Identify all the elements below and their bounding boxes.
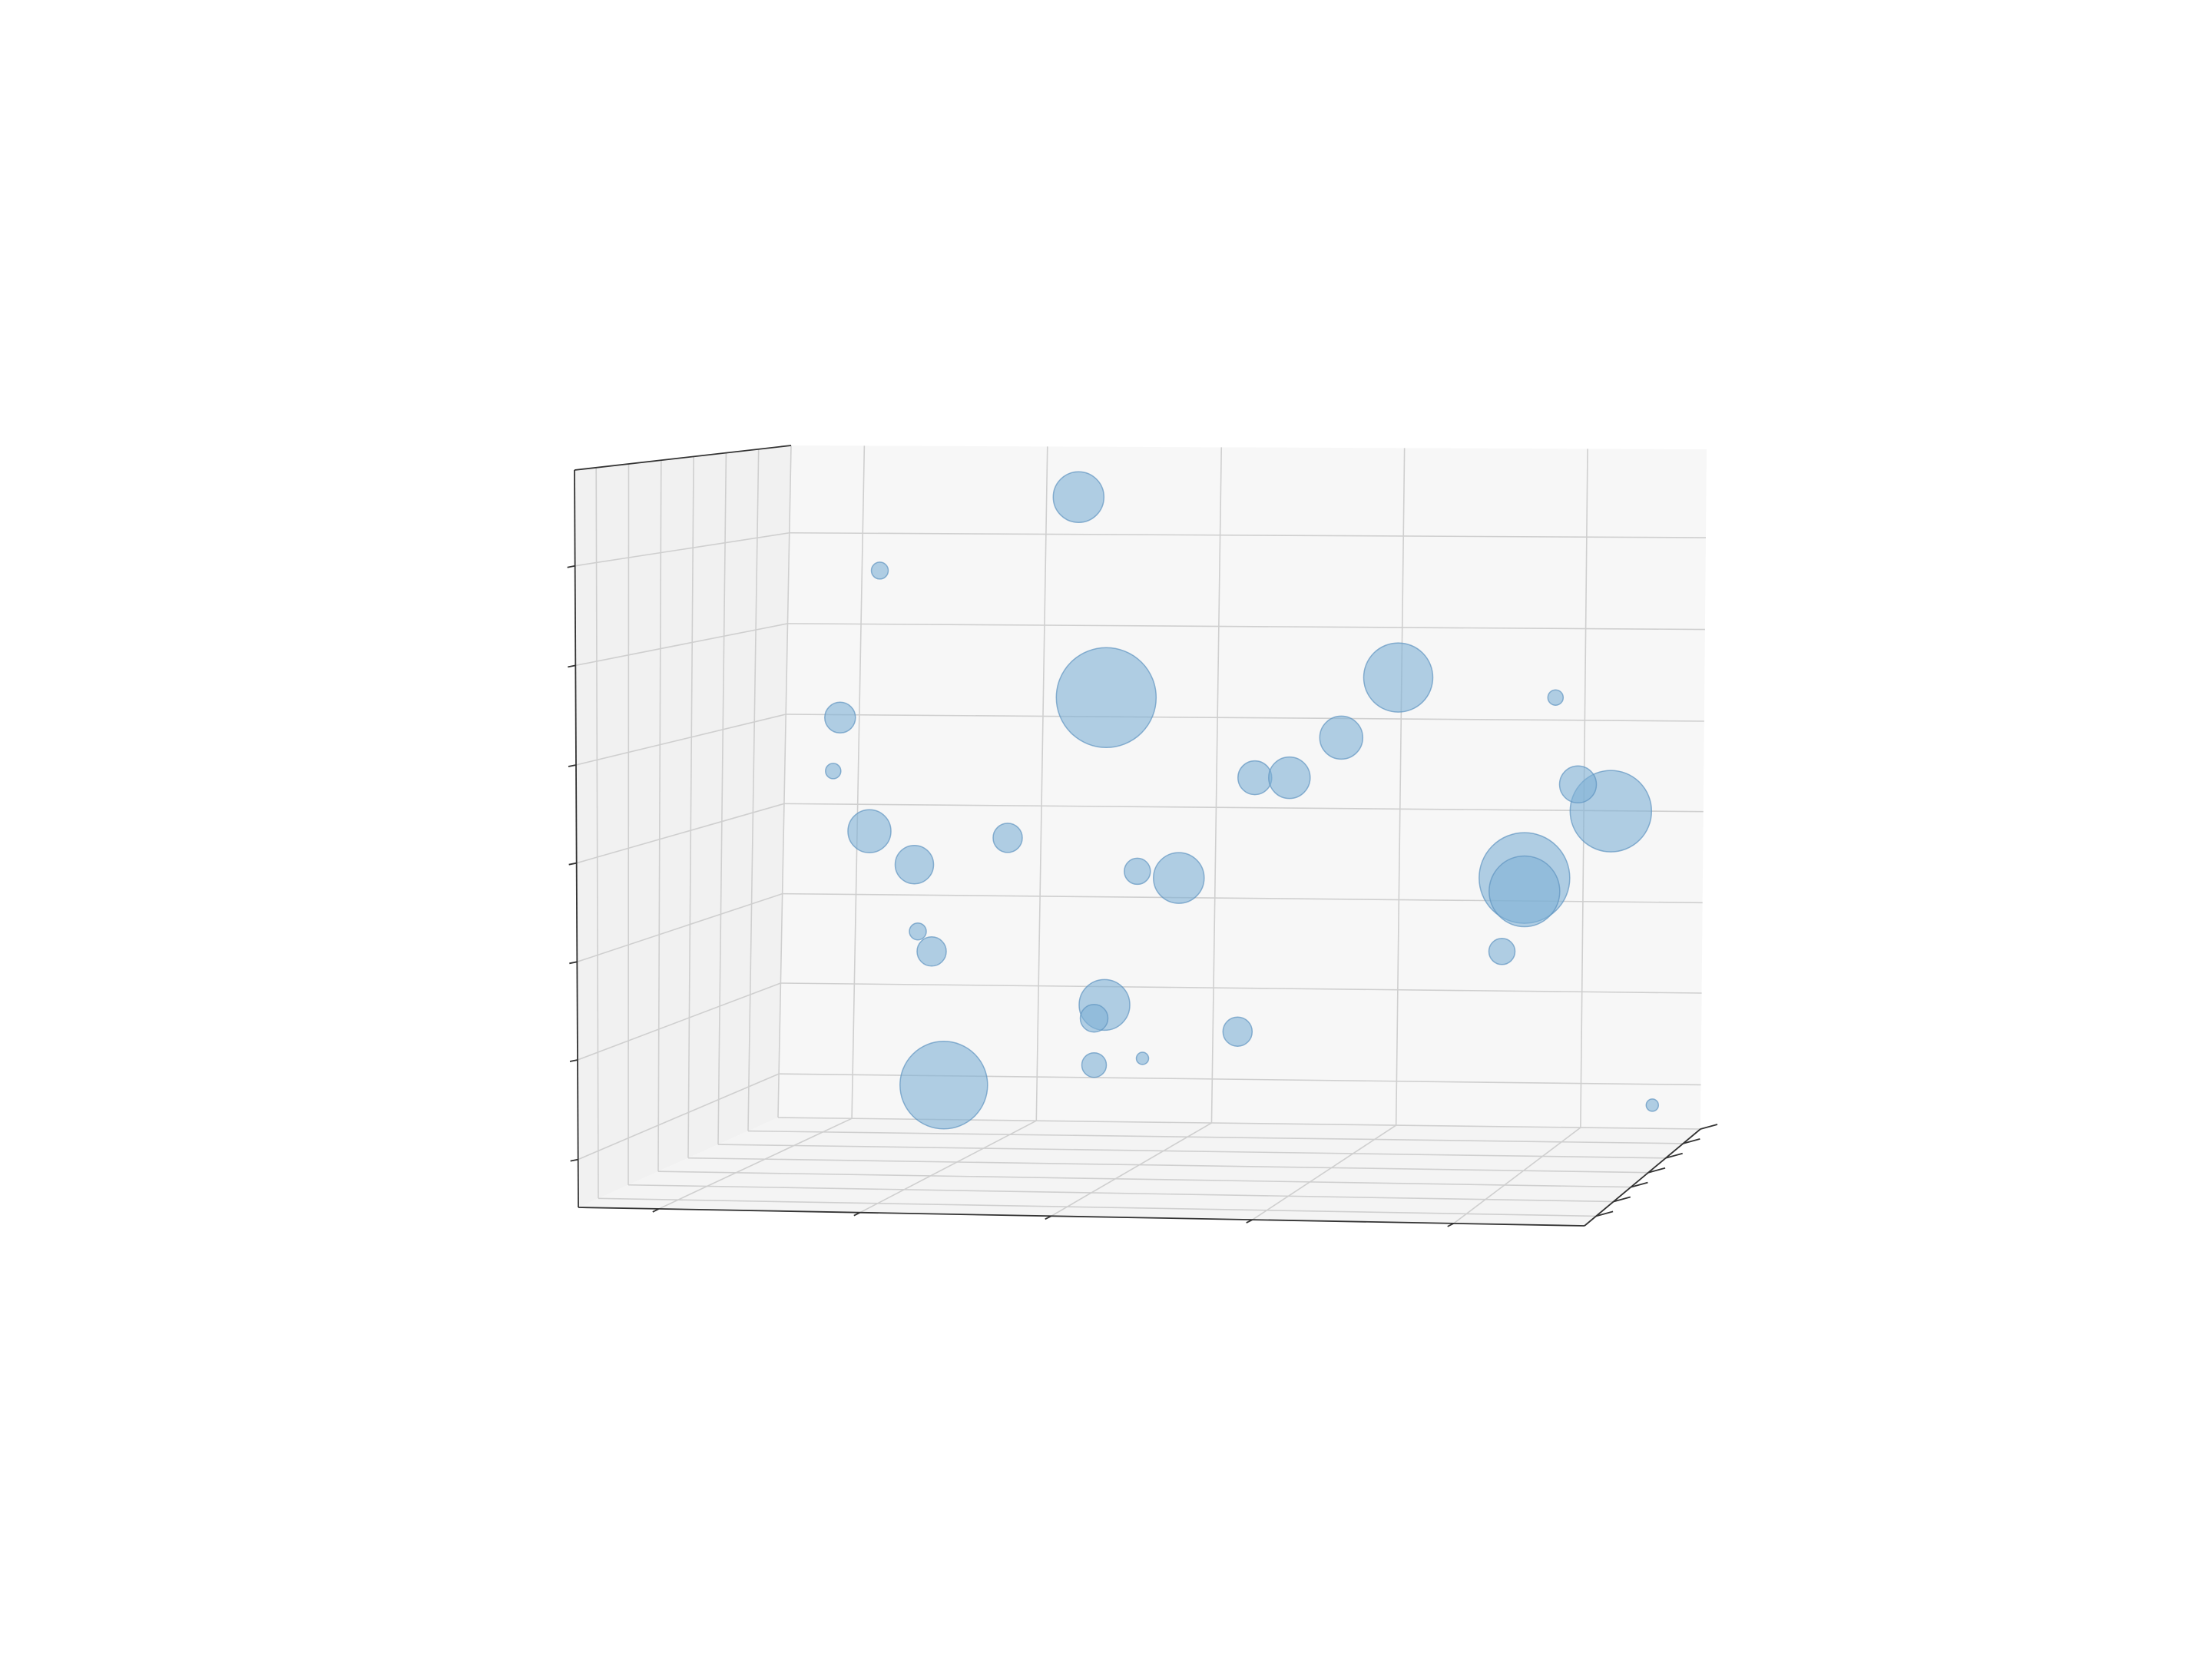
bubble-point-1 (847, 809, 892, 853)
grid-line-y-side (595, 467, 599, 1199)
grid-line-z-back (780, 982, 1702, 994)
z-tick (569, 961, 578, 965)
floor-pane (578, 1118, 1700, 1226)
bubble-point-14 (1124, 857, 1151, 886)
grid-line-y-floor (598, 1197, 1597, 1217)
bubble-series (824, 471, 1660, 1130)
x-axis-line (578, 1207, 1585, 1227)
grid-line-z-side (575, 623, 788, 667)
z-tick (570, 1158, 578, 1162)
bubble-point-2 (894, 844, 935, 885)
grid-line-x-back (1035, 446, 1048, 1121)
grid-line-z-side (578, 1073, 780, 1161)
grid-line-z-back (787, 623, 1705, 631)
y-tick (1613, 1196, 1631, 1203)
grid-line-z-side (577, 982, 781, 1061)
grid-line-y-side (687, 456, 694, 1158)
grid-line-y-floor (657, 1171, 1631, 1188)
grid-line-y-side (747, 449, 760, 1131)
grid-line-x-floor (658, 1118, 853, 1210)
grid-line-y-side (657, 460, 662, 1172)
grid-line-z-side (575, 531, 790, 567)
y-tick (1595, 1210, 1614, 1217)
bubble-point-16 (1135, 1051, 1150, 1065)
bubble-point-0 (899, 1041, 988, 1130)
bubble-point-15 (1153, 852, 1205, 904)
grid-line-y-side (777, 445, 792, 1118)
bubble-point-9 (1052, 471, 1105, 523)
z-tick (569, 1059, 578, 1062)
y-tick (1683, 1138, 1700, 1144)
grid-line-z-side (576, 803, 785, 864)
bubble-point-20 (1319, 715, 1364, 760)
bubble-point-23 (1488, 855, 1561, 928)
grid-line-y-floor (687, 1157, 1649, 1174)
bubble-point-17 (1237, 760, 1273, 796)
bubble-point-8 (992, 823, 1023, 853)
bubble-point-4 (824, 701, 856, 734)
z-tick (568, 862, 577, 866)
grid-line-z-side (575, 714, 786, 766)
grid-line-y-side (717, 452, 727, 1145)
bubble-point-24 (1488, 938, 1516, 965)
y-tick (1647, 1167, 1666, 1174)
y-tick (1631, 1181, 1648, 1188)
bubble-point-3 (916, 936, 947, 967)
grid-line-z-back (783, 803, 1704, 813)
grid-line-z-back (786, 714, 1704, 722)
y-tick (1665, 1152, 1683, 1159)
y-tick (1700, 1124, 1718, 1130)
grid-line-z-side (577, 892, 783, 963)
grid-line-x-floor (1051, 1122, 1212, 1217)
bubble-point-5 (825, 763, 842, 780)
z-axis-line (574, 469, 579, 1208)
top-edge-line (574, 445, 792, 471)
bubble-point-12 (1079, 1004, 1109, 1033)
bubble-point-7 (870, 561, 889, 580)
bubble-point-28 (1645, 1098, 1660, 1112)
grid-line-x-floor (859, 1120, 1037, 1214)
grid-line-x-back (851, 445, 866, 1119)
grid-line-y-side (628, 463, 630, 1185)
grid-line-x-floor (1453, 1127, 1581, 1224)
z-tick (568, 764, 577, 767)
axis-lines (567, 445, 1718, 1227)
bubble-point-13 (1081, 1051, 1108, 1078)
left-pane (575, 445, 791, 1207)
z-tick (567, 565, 575, 568)
bubble-point-21 (1363, 642, 1434, 713)
y-axis-line (1584, 1128, 1701, 1227)
bubble-point-10 (1055, 647, 1157, 748)
bubble-point-27 (1547, 689, 1565, 706)
bubble-point-19 (1222, 1016, 1253, 1047)
grid-line-x-floor (1252, 1124, 1397, 1220)
bubble-point-18 (1268, 756, 1311, 800)
grid-line-z-back (789, 531, 1706, 538)
grid-line-y-floor (747, 1130, 1684, 1144)
grid-line-x-back (1210, 447, 1223, 1124)
grid-line-y-floor (628, 1184, 1614, 1203)
bubble-point-26 (1558, 765, 1598, 804)
z-tick (568, 664, 576, 668)
grid-line-x-back (1395, 448, 1406, 1126)
bubble-point-6 (909, 922, 927, 941)
grid-line-y-floor (717, 1144, 1666, 1159)
grid-lines (575, 445, 1706, 1224)
